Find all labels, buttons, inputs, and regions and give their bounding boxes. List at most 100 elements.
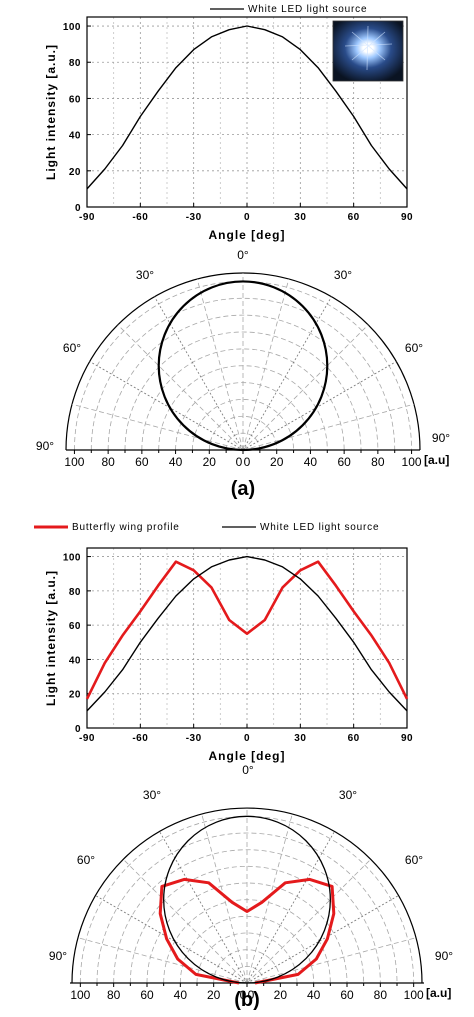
- y-tick-label: 60: [69, 94, 81, 105]
- polar-spoke: [242, 361, 397, 451]
- polar-tick-label: 0: [240, 988, 247, 1002]
- y-tick-label: 20: [69, 690, 81, 701]
- polar-curve-butterfly: [158, 877, 336, 985]
- polar-angle-label: 30°: [339, 788, 357, 802]
- polar-angle-label: 60°: [405, 853, 423, 867]
- y-tick-label: 60: [69, 621, 81, 632]
- panel-label-a: (a): [231, 478, 255, 500]
- y-axis-title: Light intensity [a.u.]: [44, 44, 58, 180]
- line-chart-a: -90 -60 -30 0 30 60 90 0 20 40 60 80 100 Angle [deg] L…: [44, 4, 413, 242]
- polar-grid-arc: [79, 816, 415, 984]
- polar-curve-led: [163, 815, 331, 984]
- polar-spoke: [246, 858, 372, 984]
- polar-tick-label: 20: [274, 988, 288, 1002]
- polar-spoke: [196, 278, 244, 451]
- polar-tick-label: 40: [174, 988, 188, 1002]
- polar-angle-label: 60°: [405, 341, 423, 355]
- led-photo-glare: [344, 25, 393, 71]
- polar-unit-label: [a.u]: [426, 986, 451, 1000]
- polar-tick-label: 100: [404, 988, 424, 1002]
- polar-chart-a: 100 80 60 40 20 0 0 20 40 60 80 100 [a.u]0°30° 30°60°…: [36, 248, 450, 469]
- x-tick-label: 60: [348, 212, 360, 223]
- polar-grid-arc: [96, 832, 398, 984]
- polar-tick-label: 20: [203, 455, 217, 469]
- polar-tick-label: 0: [236, 455, 243, 469]
- x-tick-label: 90: [401, 733, 413, 744]
- y-tick-label: 20: [69, 167, 81, 178]
- polar-angle-label: 0°: [242, 763, 254, 777]
- polar-angle-label: 30°: [136, 268, 154, 282]
- x-tick-label: 0: [244, 212, 250, 223]
- polar-spoke: [77, 937, 248, 984]
- polar-grid-arc: [107, 314, 379, 451]
- y-tick-label: 40: [69, 131, 81, 142]
- polar-tick-label: 0: [244, 455, 251, 469]
- polar-angle-label: 90°: [432, 431, 450, 445]
- polar-tick-label: 40: [169, 455, 183, 469]
- polar-tick-label: 80: [101, 455, 115, 469]
- polar-spoke: [117, 324, 244, 451]
- polar-grid-arc: [90, 297, 396, 451]
- polar-grid-arc: [192, 399, 294, 451]
- series-line-led: [86, 25, 408, 190]
- x-tick-label: 30: [294, 212, 306, 223]
- polar-tick-label: 60: [135, 455, 149, 469]
- polar-tick-label: 20: [270, 455, 284, 469]
- x-tick-label: -60: [132, 733, 148, 744]
- polar-spoke: [242, 324, 369, 451]
- series-line-led: [86, 555, 408, 712]
- polar-tick-label: 60: [340, 988, 354, 1002]
- polar-spoke: [246, 937, 417, 984]
- polar-outer-arc: [71, 807, 423, 984]
- polar-spoke: [201, 813, 248, 984]
- polar-tick-label: 60: [140, 988, 154, 1002]
- x-tick-label: -90: [79, 733, 95, 744]
- polar-spoke: [154, 296, 244, 451]
- y-tick-label: 80: [69, 587, 81, 598]
- polar-angle-label: 90°: [435, 949, 453, 963]
- x-tick-label: -30: [186, 212, 202, 223]
- polar-spoke: [242, 403, 415, 451]
- x-tick-label: 60: [348, 733, 360, 744]
- y-tick-label: 40: [69, 655, 81, 666]
- x-tick-label: -90: [79, 212, 95, 223]
- polar-tick-label: 40: [304, 455, 318, 469]
- polar-spoke: [95, 895, 248, 984]
- polar-tick-label: 100: [70, 988, 90, 1002]
- polar-angle-label: 60°: [77, 853, 95, 867]
- x-tick-label: 0: [244, 733, 250, 744]
- polar-spoke: [242, 296, 332, 451]
- x-tick-label: 30: [294, 733, 306, 744]
- polar-tick-label: 40: [307, 988, 321, 1002]
- x-tick-label: 90: [401, 212, 413, 223]
- polar-tick-label: 80: [371, 455, 385, 469]
- polar-spoke: [89, 361, 244, 451]
- polar-grid-arc: [124, 331, 362, 451]
- polar-chart-b: 100 80 60 40 20 0 0 20 40 60 80 100 [a.u]0°30° 30°60°…: [49, 763, 453, 1002]
- polar-tick-label: 100: [64, 455, 84, 469]
- polar-spoke: [246, 831, 335, 984]
- polar-spoke: [122, 858, 248, 984]
- y-axis-title: Light intensity [a.u.]: [44, 570, 58, 706]
- y-tick-label: 0: [75, 724, 81, 735]
- y-tick-label: 100: [63, 22, 81, 33]
- x-axis-title: Angle [deg]: [209, 228, 286, 242]
- polar-spoke: [246, 813, 293, 984]
- polar-grid-arc: [113, 849, 381, 984]
- polar-tick-label: 0: [248, 988, 255, 1002]
- polar-tick-label: 80: [374, 988, 388, 1002]
- polar-tick-label: 80: [107, 988, 121, 1002]
- polar-angle-label: 60°: [63, 341, 81, 355]
- legend-label: White LED light source: [248, 4, 367, 15]
- polar-tick-label: 100: [402, 455, 422, 469]
- polar-angle-label: 90°: [36, 439, 54, 453]
- polar-tick-label: 20: [207, 988, 221, 1002]
- legend-label: White LED light source: [260, 522, 379, 533]
- y-tick-label: 80: [69, 58, 81, 69]
- polar-spoke: [71, 403, 244, 451]
- x-axis-title: Angle [deg]: [209, 749, 286, 763]
- legend-label: Butterfly wing profile: [72, 522, 180, 533]
- polar-spoke: [242, 278, 290, 451]
- polar-spoke: [246, 895, 399, 984]
